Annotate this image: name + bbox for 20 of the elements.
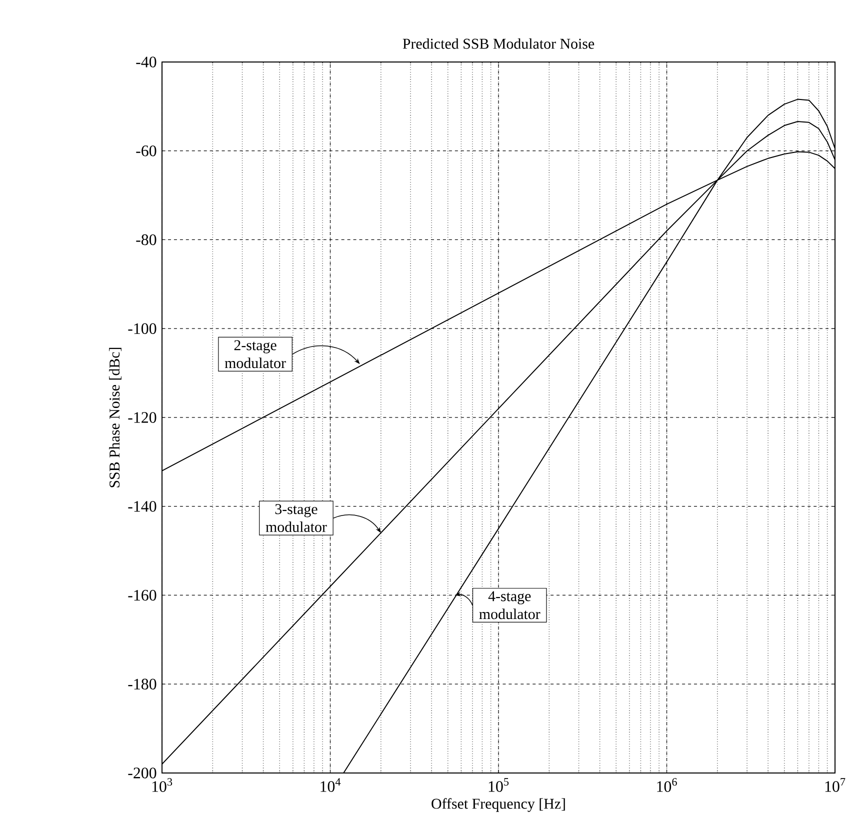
y-tick-label: -40 (136, 56, 156, 68)
annotation: 2-stage modulator (224, 340, 286, 368)
y-tick-label: -140 (128, 500, 156, 512)
y-tick-label: -180 (128, 678, 156, 690)
x-tick-label: 10$^{5}$ (488, 778, 509, 792)
annotation: 4-stage modulator (479, 591, 540, 620)
x-tick-label: 10$^{7}$ (825, 778, 846, 792)
x-tick-label: 10$^{3}$ (152, 778, 172, 792)
y-tick-label: -60 (136, 145, 156, 156)
y-tick-label: -160 (128, 590, 156, 601)
y-tick-label: -120 (128, 412, 156, 423)
annotation: 3-stage modulator (266, 504, 327, 532)
y-tick-label: -80 (136, 234, 156, 246)
y-tick-label: -100 (128, 323, 156, 334)
chart-title: Predicted SSB Modulator Noise (402, 38, 594, 49)
y-tick-label: -200 (128, 768, 156, 778)
x-axis-title: Offset Frequency [Hz] (432, 798, 565, 812)
x-tick-label: 10$^{4}$ (320, 778, 341, 792)
x-tick-label: 10$^{6}$ (657, 778, 677, 792)
y-axis-title: SSB Phase Noise [dBc] (109, 348, 122, 488)
